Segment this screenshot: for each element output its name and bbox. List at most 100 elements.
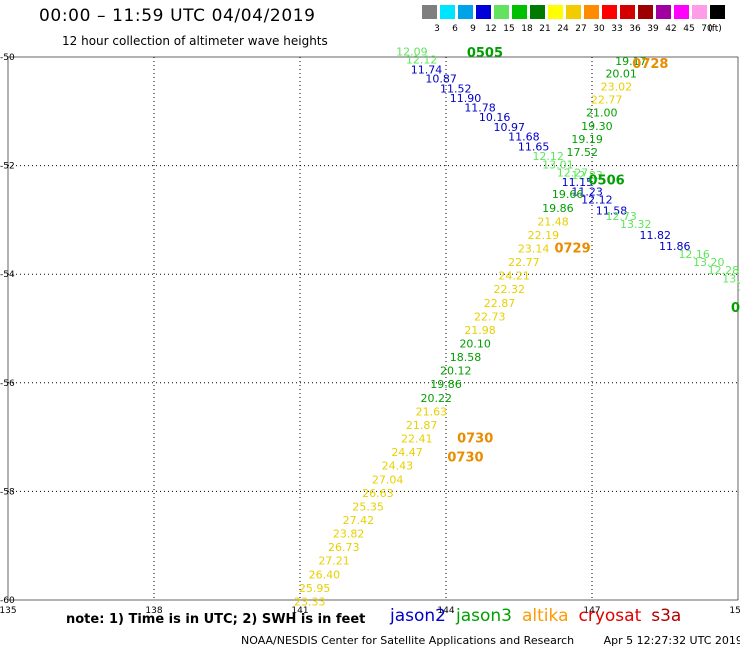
wave-height-value: 11.65	[518, 140, 550, 153]
wave-height-value: 19.86	[542, 202, 574, 215]
scale-swatch	[440, 5, 455, 19]
scale-label: 33	[611, 24, 623, 34]
wave-height-value: 12.12	[581, 194, 613, 207]
legend-cryosat: cryosat	[578, 606, 642, 626]
wave-height-value: 22.19	[528, 229, 560, 242]
wave-height-value: 19.86	[430, 378, 462, 391]
wave-height-value: 22.87	[484, 297, 516, 310]
wave-height-value: 10.97	[494, 121, 526, 134]
wave-height-value: 21.98	[464, 324, 496, 337]
scale-swatch	[548, 5, 563, 19]
scale-label: 6	[452, 24, 458, 34]
wave-height-value: 23.14	[518, 242, 550, 255]
wave-height-value: 23.02	[601, 81, 633, 94]
scale-label: 3	[434, 24, 440, 34]
scale-swatch	[530, 5, 545, 19]
wave-height-value: 11.86	[659, 240, 691, 253]
wave-height-value: 10.16	[479, 111, 511, 124]
wave-height-value: 13.30	[722, 272, 740, 285]
legend-jason2: jason2	[390, 606, 446, 626]
wave-height-value: 11.74	[411, 63, 443, 76]
wave-height-value: 22.41	[401, 433, 433, 446]
scale-label: 42	[665, 24, 677, 34]
scale-swatch	[566, 5, 581, 19]
longitude-tick-label: 144	[437, 606, 454, 616]
scale-swatch	[656, 5, 671, 19]
wave-height-value: 24.21	[498, 270, 530, 283]
longitude-tick-label: 147	[583, 606, 600, 616]
latitude-tick-label: -58	[0, 487, 15, 497]
scale-swatch	[458, 5, 473, 19]
wave-height-value: 21.00	[586, 107, 618, 120]
latitude-tick-label: -56	[0, 379, 15, 389]
map-title: 00:00 – 11:59 UTC 04/04/2019	[39, 6, 316, 26]
longitude-tick-label: 135	[0, 606, 17, 616]
scale-label: 15	[503, 24, 515, 34]
pass-time-label: 0506	[589, 174, 625, 189]
wave-height-value: 11.82	[640, 229, 672, 242]
scale-label: 9	[470, 24, 476, 34]
wave-height-value: 22.77	[508, 256, 540, 269]
wave-height-value: 11.52	[440, 82, 472, 95]
satellite-legend: jason2 jason3 altika cryosat s3a	[390, 606, 691, 626]
scale-label: 24	[557, 24, 569, 34]
wave-height-value: 27.04	[372, 473, 404, 486]
scale-swatch	[494, 5, 509, 19]
wave-height-value: 21.87	[406, 419, 438, 432]
wave-height-value: 12.28	[708, 264, 740, 277]
pass-time-label: 0730	[447, 451, 483, 466]
scale-label: 45	[683, 24, 695, 34]
longitude-tick-label: 141	[291, 606, 308, 616]
latitude-tick-label: -60	[0, 596, 15, 606]
scale-label: 30	[593, 24, 605, 34]
wave-height-value: 11.15	[562, 176, 594, 189]
pass-time-label: 0729	[554, 241, 590, 256]
scale-swatch	[476, 5, 491, 19]
wave-height-value: 19.66	[552, 188, 584, 201]
scale-swatch	[602, 5, 617, 19]
scale-label: 27	[575, 24, 587, 34]
scale-swatch	[710, 5, 725, 19]
legend-jason3: jason3	[456, 606, 512, 626]
wave-height-value: 19.30	[581, 120, 613, 133]
pass-time-label: 0730	[457, 432, 493, 447]
wave-height-value: 20.22	[421, 392, 453, 405]
scale-swatch	[638, 5, 653, 19]
latitude-tick-label: -50	[0, 53, 15, 63]
units-note: note: 1) Time is in UTC; 2) SWH is in fe…	[66, 612, 366, 627]
wave-height-value: 12.09	[396, 45, 428, 58]
wave-height-value: 26.63	[362, 487, 394, 500]
wave-height-value: 22.77	[591, 94, 623, 107]
longitude-tick-label: 150	[729, 606, 740, 616]
wave-height-value: 21.48	[537, 215, 569, 228]
wave-height-value: 18.58	[450, 351, 482, 364]
wave-height-value: 24.47	[391, 446, 423, 459]
wave-height-value: 22.32	[494, 283, 526, 296]
scale-label: 70	[701, 24, 713, 34]
scale-label: 18	[521, 24, 533, 34]
pass-time-label: 0505	[467, 46, 503, 61]
wave-height-value: 19.17	[615, 55, 647, 68]
scale-swatch	[620, 5, 635, 19]
wave-height-value: 13.01	[542, 158, 574, 171]
pass-time-label: 0728	[632, 57, 668, 72]
wave-height-value: 20.10	[459, 338, 491, 351]
wave-height-value: 20.12	[440, 365, 472, 378]
wave-height-value: 12.12	[406, 54, 438, 67]
wave-height-value: 13.32	[620, 218, 652, 231]
wave-height-value: 22.73	[474, 310, 506, 323]
wave-height-value: 12.26	[737, 280, 740, 293]
wave-height-value: 10.87	[425, 73, 457, 86]
wave-height-value: 25.95	[299, 582, 331, 595]
scale-unit: (ft)	[708, 24, 722, 34]
legend-altika: altika	[522, 606, 569, 626]
wave-height-value: 25.35	[352, 500, 384, 513]
footer-timestamp: Apr 5 12:27:32 UTC 2019	[603, 634, 740, 647]
map-frame	[7, 56, 739, 601]
longitude-tick-label: 138	[145, 606, 162, 616]
wave-height-value: 11.68	[508, 131, 540, 144]
wave-height-value: 13.20	[693, 256, 725, 269]
legend-s3a: s3a	[651, 606, 682, 626]
map-subtitle: 12 hour collection of altimeter wave hei…	[62, 34, 328, 48]
